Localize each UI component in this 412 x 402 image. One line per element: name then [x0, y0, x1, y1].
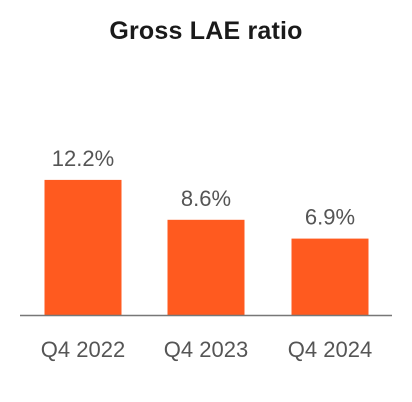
x-tick-label: Q4 2022 [41, 337, 125, 362]
bar-q4-2024 [291, 238, 369, 315]
value-label: 12.2% [52, 146, 114, 171]
value-label: 6.9% [305, 205, 355, 230]
chart-title: Gross LAE ratio [109, 17, 303, 45]
value-label: 8.6% [181, 186, 231, 211]
x-tick-label: Q4 2024 [288, 337, 372, 362]
x-tick-label: Q4 2023 [164, 337, 248, 362]
bar-q4-2022 [44, 179, 122, 315]
bar-q4-2023 [167, 219, 245, 315]
